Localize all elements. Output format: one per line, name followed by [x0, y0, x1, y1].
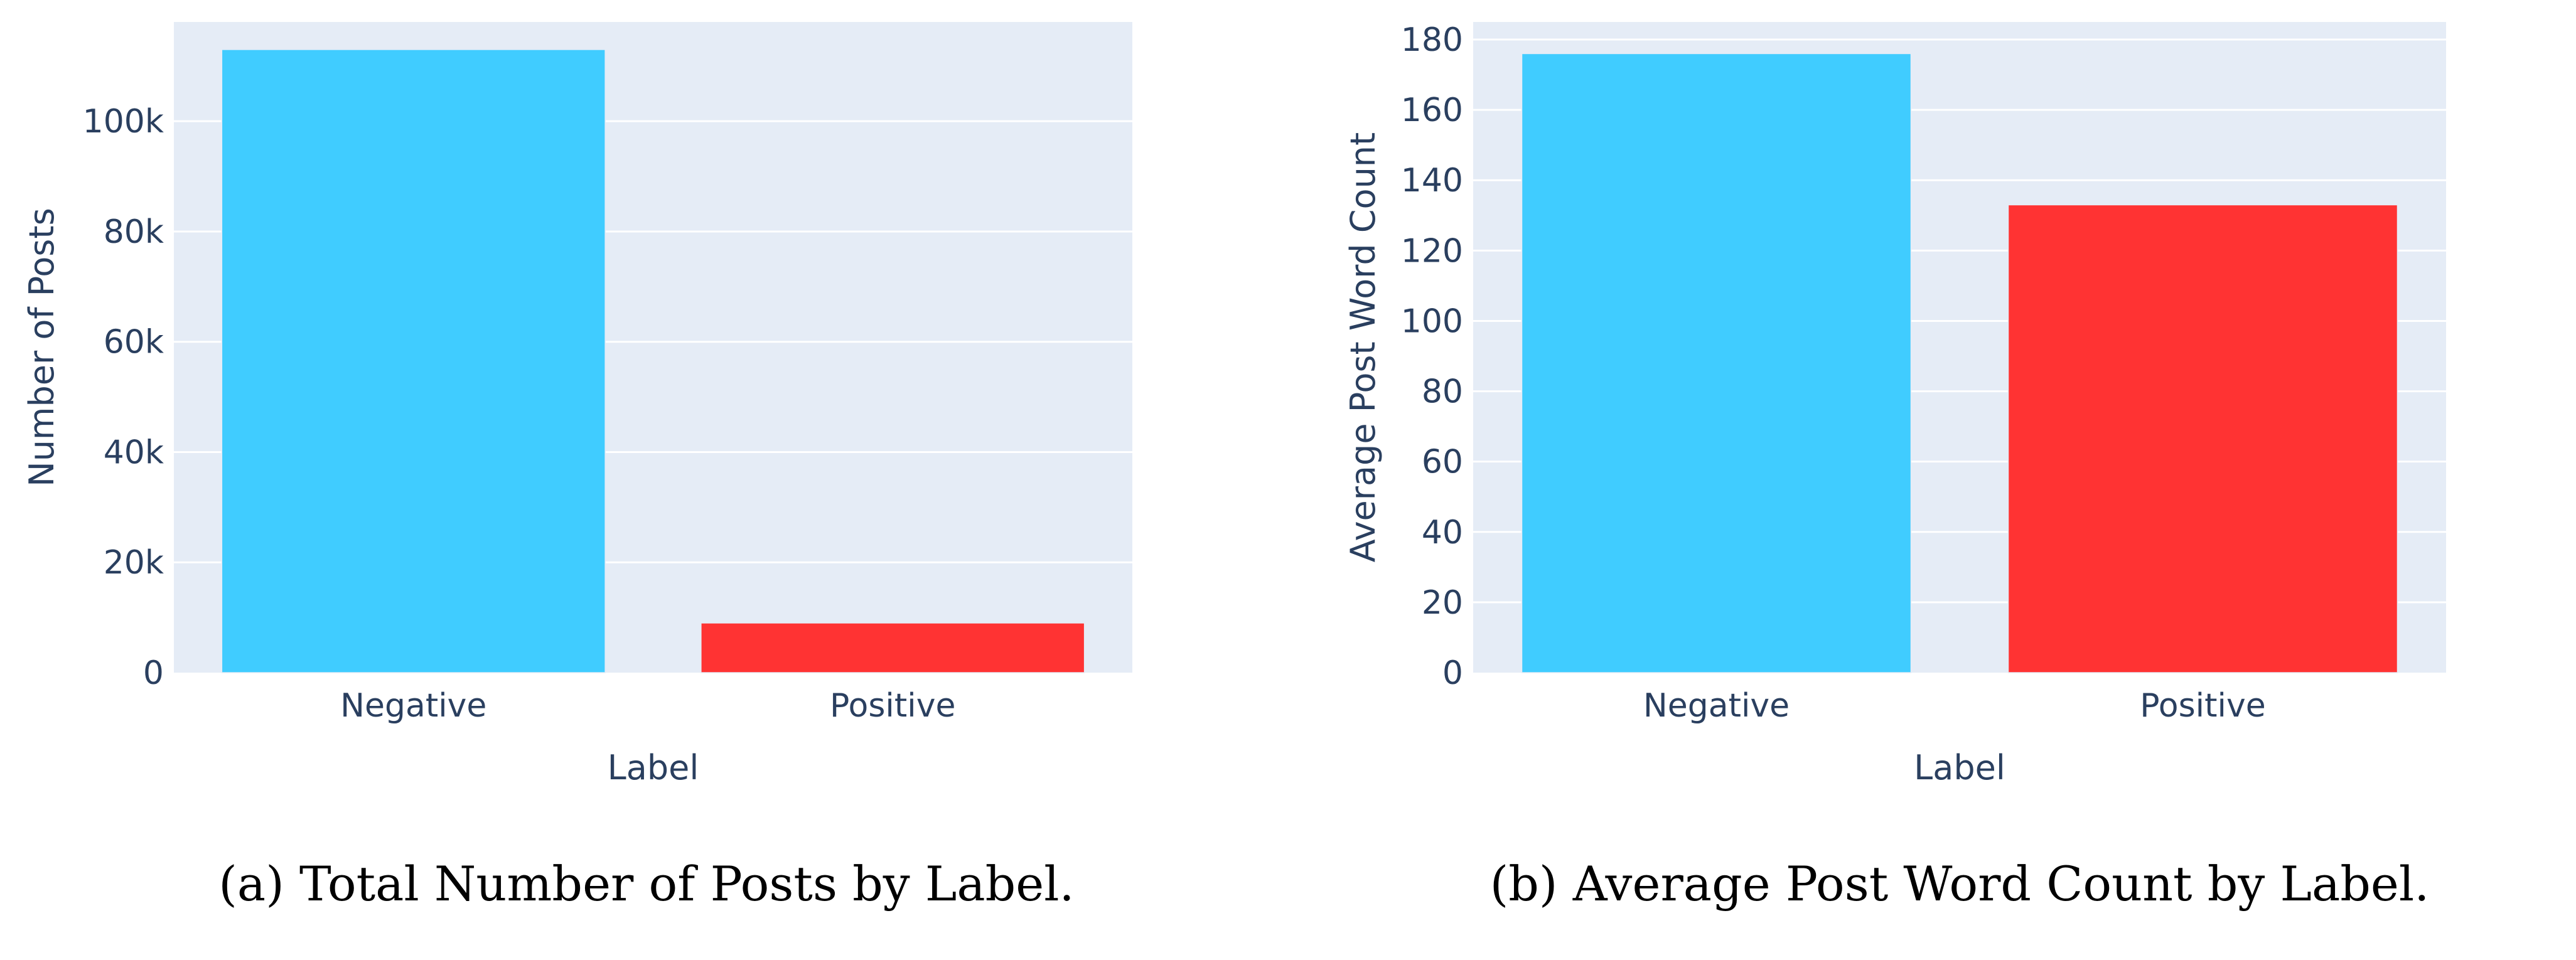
y-tick-label: 60k [104, 324, 164, 361]
y-axis-label: Average Post Word Count [1343, 132, 1383, 562]
y-tick-label: 100 [1401, 302, 1463, 340]
y-tick-label: 80 [1422, 373, 1463, 411]
y-tick-label: 20k [104, 544, 164, 582]
x-axis-label: Label [1914, 748, 2005, 787]
y-tick-label: 0 [1442, 654, 1463, 692]
x-tick-label: Negative [340, 687, 486, 725]
bar-negative [221, 49, 606, 673]
x-axis-label: Label [608, 748, 699, 787]
y-tick-label: 40 [1422, 514, 1463, 552]
y-tick-label: 0 [143, 654, 164, 692]
x-tick-label: Positive [830, 687, 955, 725]
y-tick-label: 40k [104, 434, 164, 471]
figure-caption: (a) Total Number of Posts by Label. [218, 856, 1074, 912]
y-axis-label: Number of Posts [22, 208, 62, 486]
x-tick-label: Negative [1643, 687, 1790, 725]
y-tick-label: 80k [104, 213, 164, 251]
bar-positive [2007, 204, 2398, 673]
y-tick-label: 140 [1401, 162, 1463, 200]
y-tick-label: 60 [1422, 444, 1463, 481]
y-tick-label: 120 [1401, 232, 1463, 270]
y-tick-label: 160 [1401, 92, 1463, 129]
bar-negative [1521, 53, 1912, 673]
chart-average-word-count: 0 20 40 60 80 100 120 140 160 180 Negative Positive… [1343, 21, 2446, 912]
figure-caption: (b) Average Post Word Count by Label. [1490, 856, 2430, 912]
bar-positive [700, 622, 1085, 673]
x-tick-label: Positive [2140, 687, 2265, 725]
y-tick-label: 180 [1401, 21, 1463, 59]
chart-total-posts: 0 20k 40k 60k 80k 100k Negative Positive Label Nu… [22, 22, 1132, 912]
y-tick-label: 20 [1422, 584, 1463, 622]
y-tick-label: 100k [83, 103, 164, 141]
